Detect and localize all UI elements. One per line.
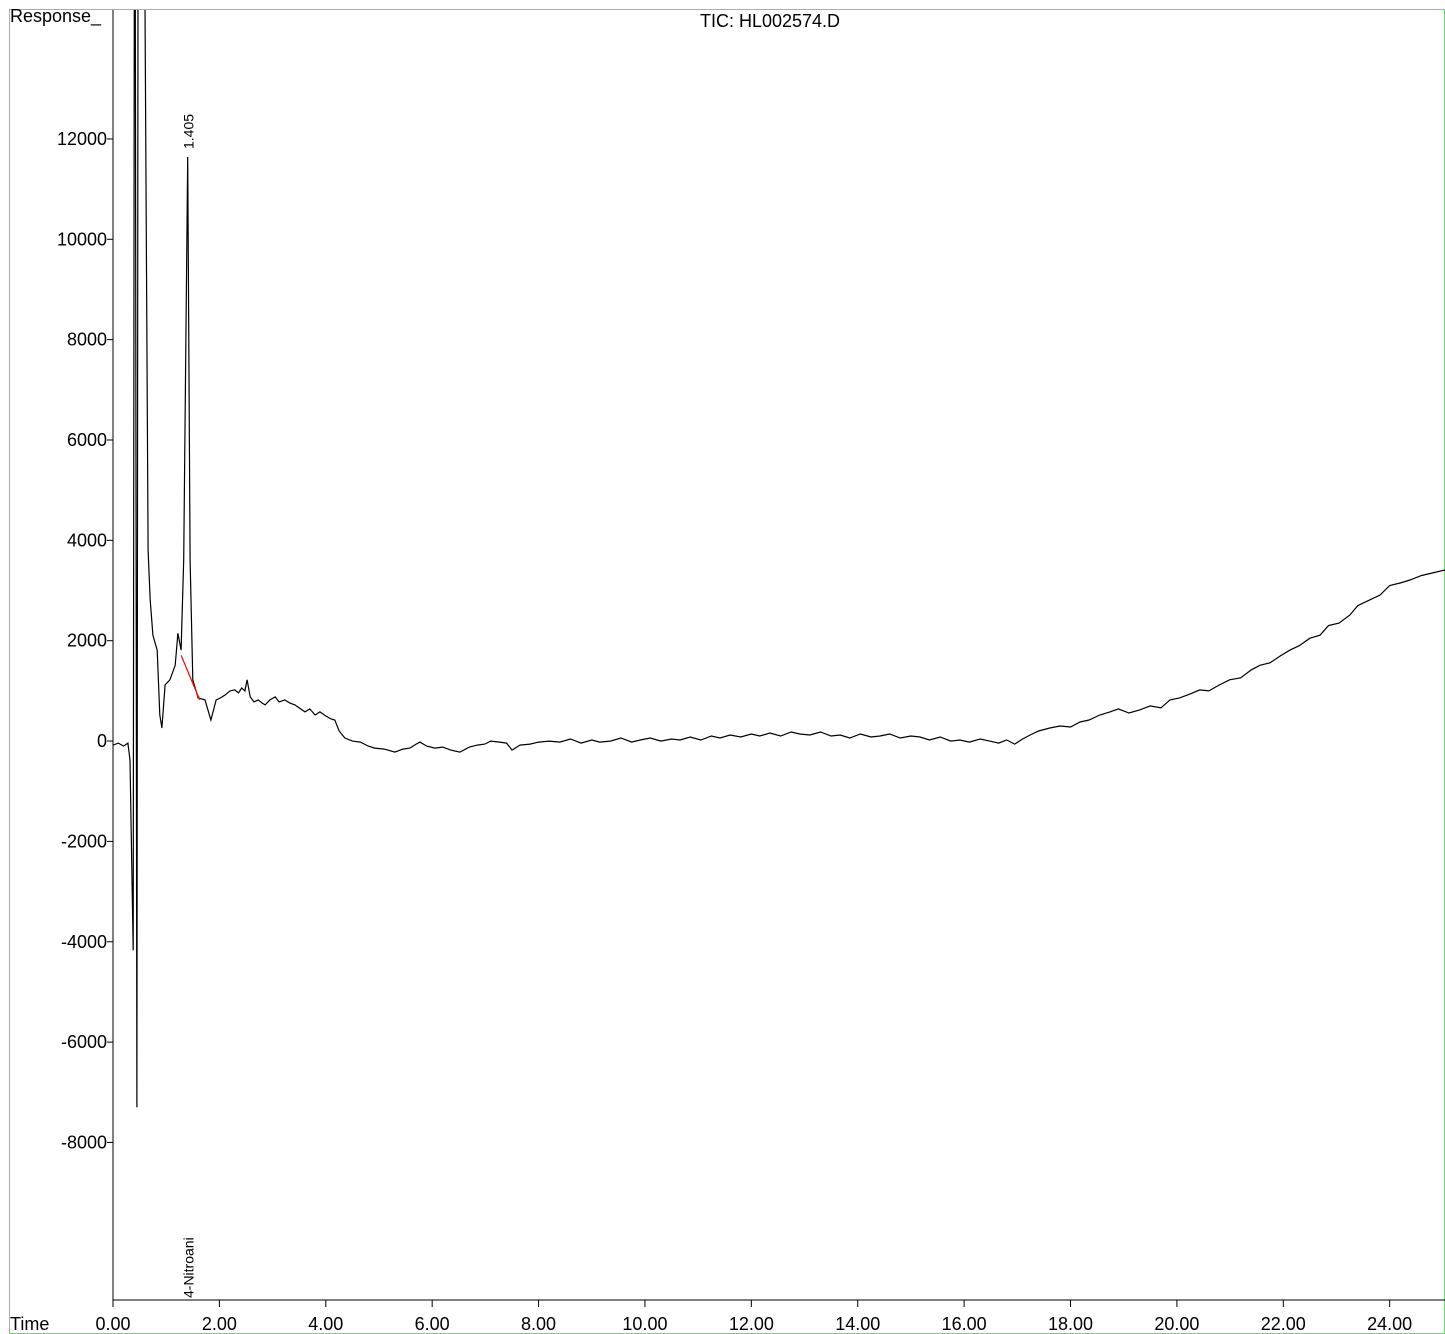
plot-area — [113, 10, 1445, 1108]
y-tick-label: 10000 — [57, 229, 107, 249]
y-tick-label: 4000 — [67, 530, 107, 550]
trace — [113, 10, 1445, 1108]
x-tick-label: 10.00 — [622, 1314, 667, 1334]
x-tick-label: 6.00 — [415, 1314, 450, 1334]
y-tick-label: -4000 — [61, 932, 107, 952]
y-tick-label: -6000 — [61, 1032, 107, 1052]
x-tick-label: 12.00 — [729, 1314, 774, 1334]
x-tick-label: 14.00 — [835, 1314, 880, 1334]
y-tick-label: -8000 — [61, 1132, 107, 1152]
y-tick-label: 2000 — [67, 631, 107, 651]
y-axis-label: Response_ — [10, 6, 102, 27]
x-tick-label: 8.00 — [521, 1314, 556, 1334]
y-tick-label: 8000 — [67, 330, 107, 350]
x-tick-label: 16.00 — [942, 1314, 987, 1334]
x-tick-label: 18.00 — [1048, 1314, 1093, 1334]
chart-title: TIC: HL002574.D — [700, 11, 840, 31]
y-tick-label: -2000 — [61, 831, 107, 851]
peak-label: 1.405 — [181, 114, 197, 149]
y-tick-label: 6000 — [67, 430, 107, 450]
x-tick-label: 22.00 — [1261, 1314, 1306, 1334]
frame — [9, 9, 1445, 1334]
x-tick-label: 0.00 — [95, 1314, 130, 1334]
trace — [180, 655, 201, 701]
compound-label: 4-Nitroani — [181, 1237, 197, 1298]
x-tick-label: 20.00 — [1154, 1314, 1199, 1334]
x-tick-label: 2.00 — [202, 1314, 237, 1334]
y-tick-label: 12000 — [57, 129, 107, 149]
x-tick-label: 24.00 — [1367, 1314, 1412, 1334]
y-tick-label: 0 — [97, 731, 107, 751]
x-axis-label: Time — [10, 1314, 49, 1334]
x-tick-label: 4.00 — [308, 1314, 343, 1334]
